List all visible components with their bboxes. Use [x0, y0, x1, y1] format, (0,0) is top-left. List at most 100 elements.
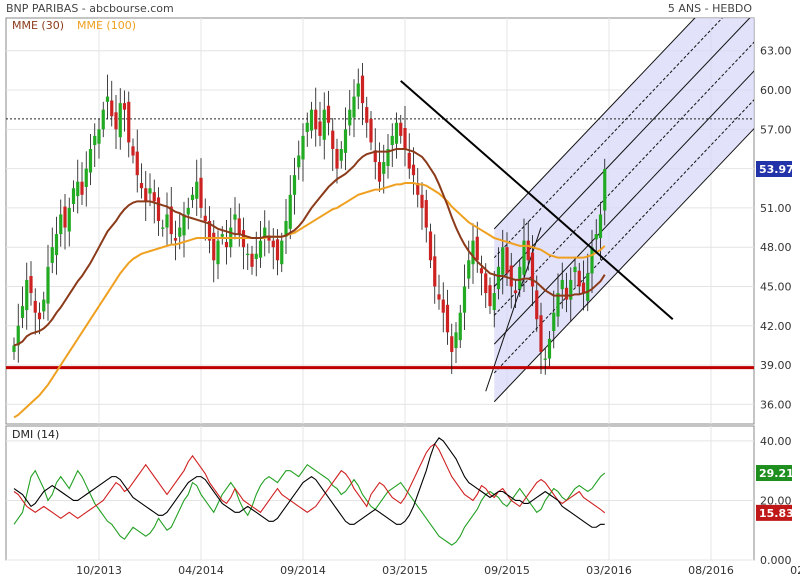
candle-body [122, 103, 127, 110]
x-tick-label: 08/2016 [688, 564, 734, 577]
moving-averages [13, 147, 606, 419]
candle-body [441, 299, 445, 313]
candle-body [33, 300, 37, 313]
candle-body [12, 345, 16, 352]
candle-body [88, 148, 93, 173]
candle-body [399, 122, 403, 136]
candle-body [539, 315, 543, 352]
y-tick-label: 45.00 [760, 280, 792, 293]
y-tick-label: 57.00 [760, 123, 792, 136]
candle-body [76, 181, 80, 197]
candle-body [20, 306, 25, 318]
candle-body [309, 109, 314, 131]
candle-body [97, 129, 101, 144]
candle-body [101, 109, 105, 130]
mme100-line [13, 182, 606, 419]
candle-body [335, 148, 339, 169]
channel-line [493, 18, 751, 287]
candle-body [484, 273, 488, 294]
candle-body [207, 221, 212, 241]
candle-body [250, 253, 254, 267]
candle-body [360, 75, 365, 104]
x-tick-label: 09/2014 [280, 564, 326, 577]
candle-body [292, 175, 297, 195]
candle-body [407, 152, 411, 169]
candle-body [369, 118, 373, 143]
candle-body [564, 287, 569, 300]
candle-body [318, 121, 322, 136]
candle-body [326, 105, 331, 123]
candle-body [462, 286, 467, 313]
candle-body [598, 214, 603, 239]
candle-body [161, 227, 165, 229]
candle-body [305, 122, 309, 132]
candle-body [365, 107, 369, 123]
candle-body [54, 234, 59, 256]
channel-line [493, 127, 754, 403]
grid [6, 18, 754, 561]
candle-body [522, 240, 526, 275]
legend-mme30: MME (30) [12, 19, 65, 32]
y-tick-label: 60.00 [760, 84, 792, 97]
candle-body [165, 214, 169, 228]
y-tick-label: 20.00 [760, 494, 792, 507]
chart-title: BNP PARIBAS - abcbourse.com [6, 2, 174, 15]
candle-body [84, 168, 88, 187]
x-tick-label: 03/2016 [586, 564, 632, 577]
candle-body [471, 240, 475, 265]
candle-body [263, 227, 267, 237]
candle-body [411, 164, 416, 176]
x-tick-label: 04/2014 [178, 564, 224, 577]
y-tick-label: 51.00 [760, 202, 792, 215]
candle-body [373, 150, 377, 163]
candle-body [526, 240, 530, 261]
candle-body [173, 238, 178, 241]
candle-body [573, 266, 577, 273]
candle-body [67, 207, 71, 232]
candle-body [437, 294, 441, 300]
candle-body [420, 194, 424, 208]
candle-body [475, 236, 479, 261]
candle-body [433, 256, 437, 287]
legend-dmi: DMI (14) [12, 428, 60, 441]
candle-body [93, 135, 97, 146]
candle-body [394, 122, 399, 144]
candle-body [403, 128, 407, 149]
candle-body [156, 197, 161, 221]
candle-body [560, 279, 564, 290]
candlesticks [12, 63, 607, 375]
candle-body [377, 162, 382, 182]
candle-body [233, 214, 237, 220]
y-axis-ticks: 63.0060.0057.0054.0051.0048.0045.0042.00… [760, 45, 792, 567]
period-label: 5 ANS - HEBDO [667, 2, 752, 15]
candle-body [416, 183, 420, 195]
dmi-minus-badge: 15.83 [759, 507, 794, 520]
candle-body [331, 130, 335, 149]
x-tick-label: 10/2013 [76, 564, 122, 577]
candle-body [190, 194, 195, 201]
candle-body [237, 218, 241, 235]
candle-body [135, 151, 139, 176]
candle-body [46, 266, 50, 304]
candle-body [110, 100, 114, 117]
y-tick-label: 40.00 [760, 435, 792, 448]
horizontal-levels [6, 118, 754, 370]
candle-body [356, 83, 360, 97]
candle-body [37, 312, 42, 320]
y-tick-label: 0.000 [760, 554, 792, 567]
candle-body [152, 192, 156, 202]
candle-body [212, 232, 216, 261]
candle-body [63, 206, 67, 228]
y-tick-label: 39.00 [760, 359, 792, 372]
x-axis-ticks: 10/2013 04/2014 09/2014 03/2015 09/2015 03/20… [76, 564, 800, 577]
candle-body [445, 304, 450, 333]
candle-body [220, 234, 224, 237]
candle-body [25, 279, 29, 311]
dmi-panel-frame [5, 425, 755, 561]
candle-body [216, 240, 220, 265]
candle-body [603, 169, 607, 211]
candle-body [118, 103, 122, 138]
candle-body [258, 240, 263, 258]
candle-body [178, 227, 182, 237]
